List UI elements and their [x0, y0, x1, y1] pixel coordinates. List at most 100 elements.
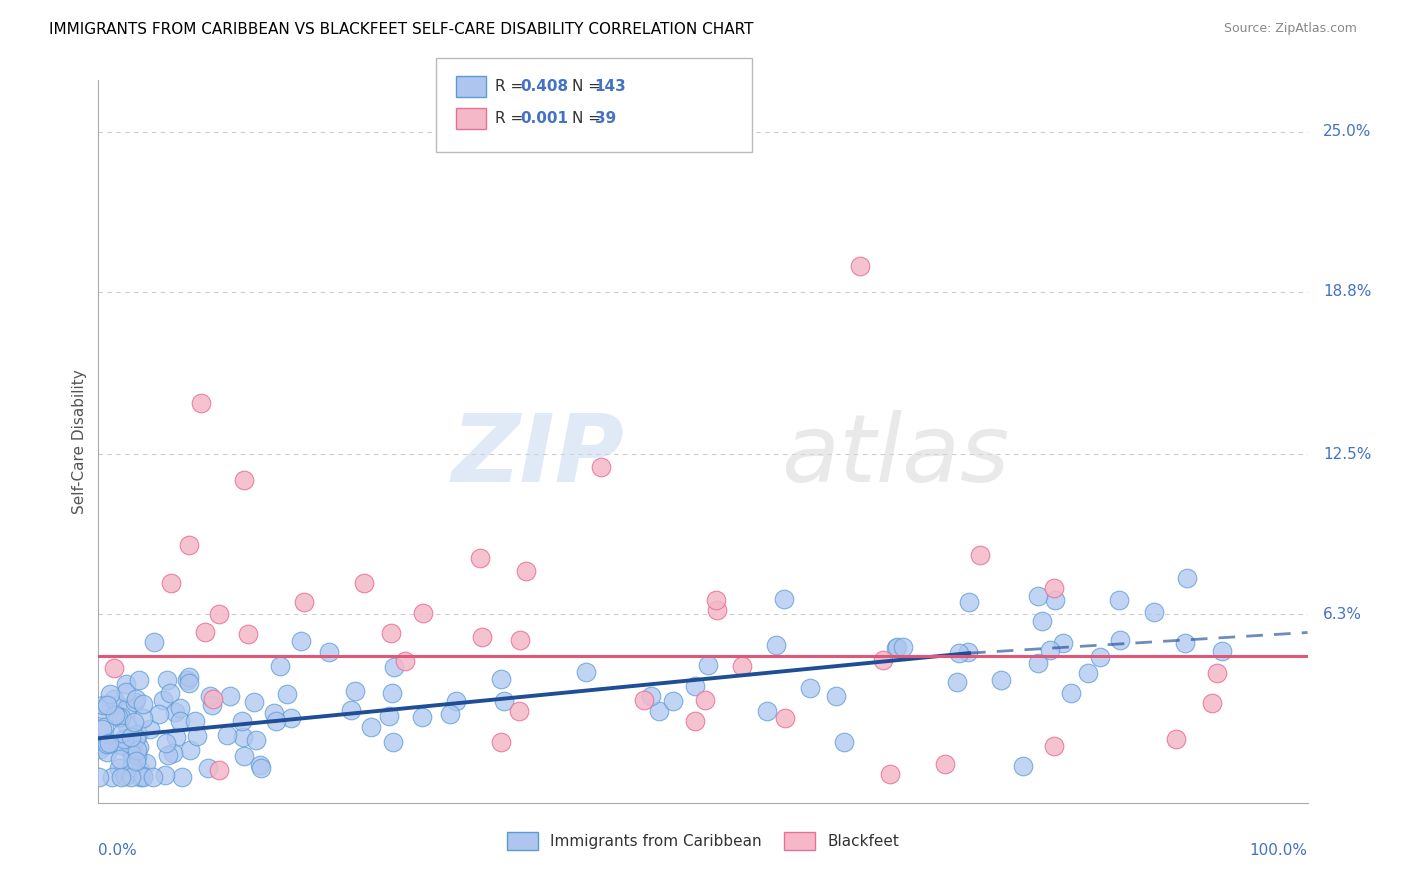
Point	[107, 710, 129, 724]
Point	[1201, 696, 1223, 710]
Point	[849, 259, 872, 273]
Point	[104, 708, 127, 723]
Point	[152, 693, 174, 707]
Point	[90, 723, 112, 737]
Point	[100, 687, 122, 701]
Point	[169, 700, 191, 714]
Point	[353, 576, 375, 591]
Point	[250, 761, 273, 775]
Point	[89, 742, 111, 756]
Point	[208, 764, 231, 778]
Text: IMMIGRANTS FROM CARIBBEAN VS BLACKFEET SELF-CARE DISABILITY CORRELATION CHART: IMMIGRANTS FROM CARIBBEAN VS BLACKFEET S…	[49, 22, 754, 37]
Point	[114, 769, 136, 783]
Point	[471, 630, 494, 644]
Point	[156, 673, 179, 688]
Point	[132, 770, 155, 784]
Text: 0.0%: 0.0%	[98, 843, 138, 857]
Point	[648, 704, 671, 718]
Point	[731, 659, 754, 673]
Point	[125, 743, 148, 757]
Point	[990, 673, 1012, 687]
Point	[1043, 739, 1066, 753]
Point	[1211, 643, 1233, 657]
Point	[318, 645, 340, 659]
Point	[969, 548, 991, 562]
Point	[128, 739, 150, 754]
Point	[695, 693, 717, 707]
Point	[1205, 666, 1227, 681]
Point	[249, 757, 271, 772]
Point	[148, 706, 170, 721]
Point	[360, 720, 382, 734]
Point	[120, 770, 142, 784]
Point	[755, 704, 778, 718]
Point	[765, 638, 787, 652]
Point	[292, 594, 315, 608]
Point	[96, 698, 118, 713]
Point	[824, 690, 846, 704]
Point	[411, 710, 433, 724]
Point	[179, 743, 201, 757]
Point	[232, 473, 254, 487]
Point	[377, 709, 399, 723]
Text: N =: N =	[572, 79, 606, 94]
Point	[165, 730, 187, 744]
Point	[139, 722, 162, 736]
Point	[208, 607, 231, 622]
Point	[886, 640, 908, 654]
Point	[142, 770, 165, 784]
Point	[115, 685, 138, 699]
Text: atlas: atlas	[782, 410, 1010, 501]
Point	[633, 693, 655, 707]
Point	[591, 460, 613, 475]
Point	[340, 704, 363, 718]
Point	[165, 705, 187, 719]
Point	[215, 728, 238, 742]
Point	[439, 706, 461, 721]
Point	[412, 606, 434, 620]
Point	[103, 661, 125, 675]
Point	[1175, 571, 1198, 585]
Text: R =: R =	[495, 79, 529, 94]
Point	[87, 770, 110, 784]
Text: 100.0%: 100.0%	[1250, 843, 1308, 857]
Point	[956, 644, 979, 658]
Point	[872, 652, 894, 666]
Point	[177, 670, 200, 684]
Point	[91, 698, 114, 712]
Point	[799, 681, 821, 696]
Point	[444, 693, 467, 707]
Point	[945, 675, 967, 690]
Point	[91, 738, 114, 752]
Point	[128, 673, 150, 688]
Point	[132, 769, 155, 783]
Text: Source: ZipAtlas.com: Source: ZipAtlas.com	[1223, 22, 1357, 36]
Point	[231, 714, 253, 728]
Point	[382, 660, 405, 674]
Point	[773, 711, 796, 725]
Point	[132, 698, 155, 712]
Point	[219, 689, 242, 703]
Point	[198, 690, 221, 704]
Point	[492, 694, 515, 708]
Point	[124, 748, 146, 763]
Text: 25.0%: 25.0%	[1323, 124, 1372, 139]
Point	[183, 714, 205, 729]
Point	[1026, 656, 1049, 670]
Point	[101, 770, 124, 784]
Point	[159, 686, 181, 700]
Text: 143: 143	[595, 79, 627, 94]
Point	[232, 731, 254, 745]
Point	[245, 732, 267, 747]
Point	[121, 747, 143, 762]
Point	[101, 737, 124, 751]
Point	[1012, 759, 1035, 773]
Point	[886, 641, 908, 656]
Point	[124, 695, 146, 709]
Point	[202, 692, 225, 706]
Point	[162, 747, 184, 761]
Point	[509, 632, 531, 647]
Point	[142, 635, 165, 649]
Y-axis label: Self-Care Disability: Self-Care Disability	[72, 369, 87, 514]
Point	[1039, 642, 1062, 657]
